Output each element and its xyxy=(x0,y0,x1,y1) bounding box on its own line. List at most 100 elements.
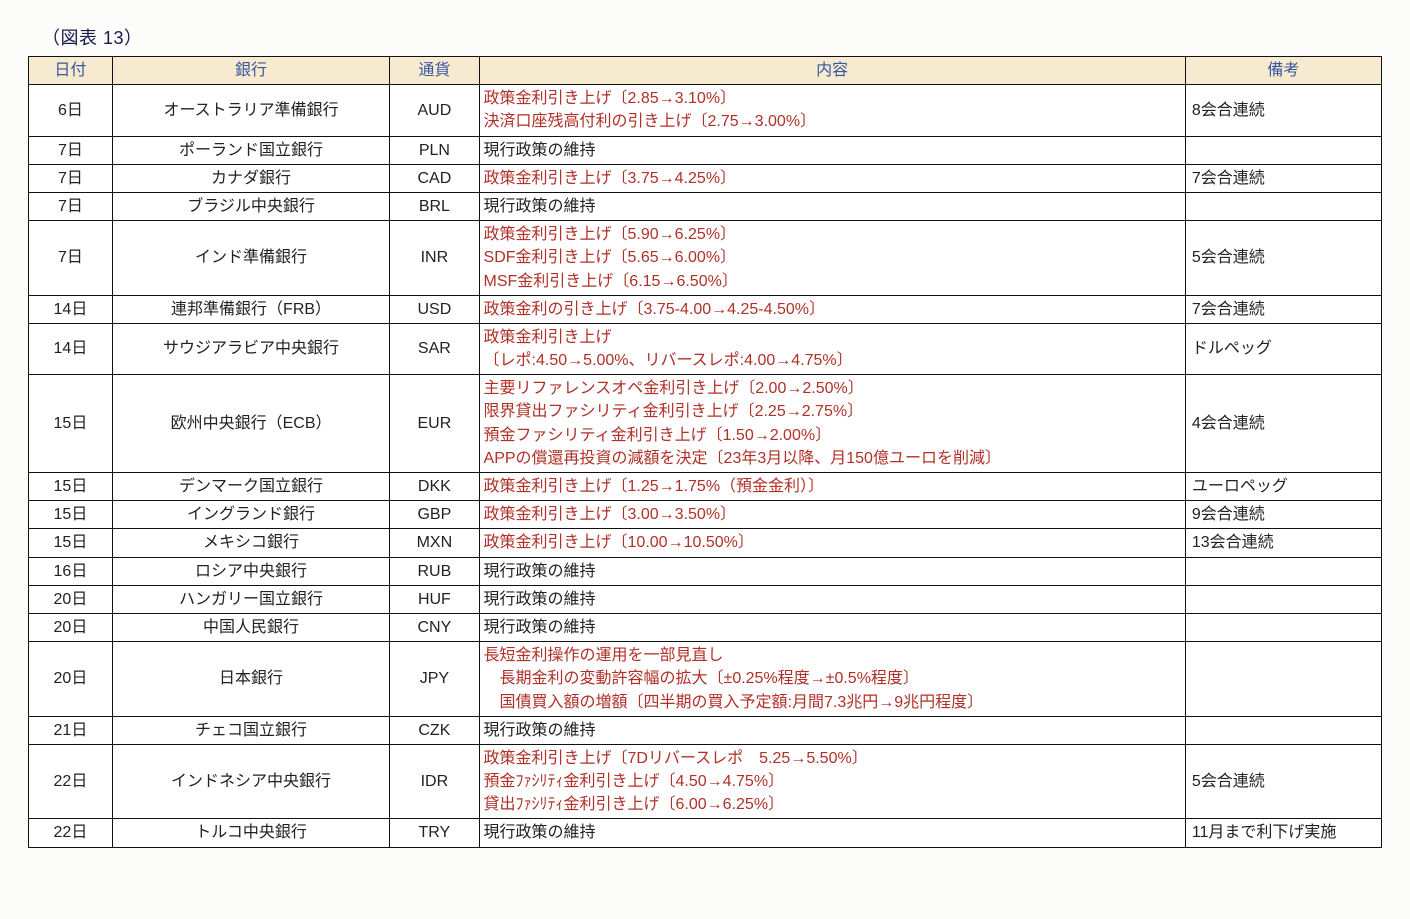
col-date: 日付 xyxy=(29,57,113,85)
cell-content: 長短金利操作の運用を一部見直し 長期金利の変動許容幅の拡大〔±0.25%程度→±… xyxy=(479,642,1185,717)
table-row: 14日連邦準備銀行（FRB）USD政策金利の引き上げ〔3.75-4.00→4.2… xyxy=(29,295,1382,323)
cell-currency: DKK xyxy=(390,473,479,501)
content-line: 現行政策の維持 xyxy=(484,560,1179,583)
cell-date: 16日 xyxy=(29,557,113,585)
cell-notes: ユーロペッグ xyxy=(1185,473,1381,501)
table-row: 20日ハンガリー国立銀行HUF現行政策の維持 xyxy=(29,585,1382,613)
cell-notes xyxy=(1185,192,1381,220)
cell-notes xyxy=(1185,557,1381,585)
content-line: 〔レポ:4.50→5.00%、リバースレポ:4.00→4.75%〕 xyxy=(484,349,1179,372)
cell-bank: カナダ銀行 xyxy=(112,164,389,192)
col-notes: 備考 xyxy=(1185,57,1381,85)
cell-date: 7日 xyxy=(29,221,113,296)
cell-content: 主要リファレンスオペ金利引き上げ〔2.00→2.50%〕限界貸出ファシリティ金利… xyxy=(479,375,1185,473)
cell-date: 22日 xyxy=(29,744,113,819)
cell-notes: 4会合連続 xyxy=(1185,375,1381,473)
cell-bank: イングランド銀行 xyxy=(112,501,389,529)
cell-notes xyxy=(1185,642,1381,717)
content-line: 限界貸出ファシリティ金利引き上げ〔2.25→2.75%〕 xyxy=(484,400,1179,423)
cell-content: 現行政策の維持 xyxy=(479,613,1185,641)
figure-caption: （図表 13） xyxy=(42,24,1382,50)
cell-content: 政策金利引き上げ〔2.85→3.10%〕決済口座残高付利の引き上げ〔2.75→3… xyxy=(479,85,1185,136)
table-row: 15日イングランド銀行GBP政策金利引き上げ〔3.00→3.50%〕9会合連続 xyxy=(29,501,1382,529)
content-line: 国債買入額の増額〔四半期の買入予定額:月間7.3兆円→9兆円程度〕 xyxy=(484,691,1179,714)
cell-currency: HUF xyxy=(390,585,479,613)
cell-date: 20日 xyxy=(29,613,113,641)
table-body: 6日オーストラリア準備銀行AUD政策金利引き上げ〔2.85→3.10%〕決済口座… xyxy=(29,85,1382,847)
cell-date: 15日 xyxy=(29,529,113,557)
cell-content: 現行政策の維持 xyxy=(479,192,1185,220)
col-currency: 通貨 xyxy=(390,57,479,85)
cell-bank: サウジアラビア中央銀行 xyxy=(112,323,389,374)
content-line: APPの償還再投資の減額を決定〔23年3月以降、月150億ユーロを削減〕 xyxy=(484,447,1179,470)
col-content: 内容 xyxy=(479,57,1185,85)
cell-notes: 7会合連続 xyxy=(1185,295,1381,323)
cell-notes: 13会合連続 xyxy=(1185,529,1381,557)
cell-currency: CAD xyxy=(390,164,479,192)
cell-notes xyxy=(1185,585,1381,613)
cell-currency: JPY xyxy=(390,642,479,717)
table-row: 15日デンマーク国立銀行DKK政策金利引き上げ〔1.25→1.75%（預金金利）… xyxy=(29,473,1382,501)
content-line: 現行政策の維持 xyxy=(484,616,1179,639)
content-line: 預金ﾌｧｼﾘﾃｨ金利引き上げ〔4.50→4.75%〕 xyxy=(484,770,1179,793)
cell-bank: オーストラリア準備銀行 xyxy=(112,85,389,136)
table-row: 20日日本銀行JPY長短金利操作の運用を一部見直し 長期金利の変動許容幅の拡大〔… xyxy=(29,642,1382,717)
cell-bank: ロシア中央銀行 xyxy=(112,557,389,585)
table-row: 6日オーストラリア準備銀行AUD政策金利引き上げ〔2.85→3.10%〕決済口座… xyxy=(29,85,1382,136)
table-row: 15日メキシコ銀行MXN政策金利引き上げ〔10.00→10.50%〕13会合連続 xyxy=(29,529,1382,557)
content-line: 政策金利引き上げ〔10.00→10.50%〕 xyxy=(484,531,1179,554)
content-line: SDF金利引き上げ〔5.65→6.00%〕 xyxy=(484,246,1179,269)
cell-date: 14日 xyxy=(29,295,113,323)
content-line: 貸出ﾌｧｼﾘﾃｨ金利引き上げ〔6.00→6.25%〕 xyxy=(484,793,1179,816)
cell-currency: CNY xyxy=(390,613,479,641)
cell-content: 政策金利引き上げ〔5.90→6.25%〕SDF金利引き上げ〔5.65→6.00%… xyxy=(479,221,1185,296)
cell-notes: 7会合連続 xyxy=(1185,164,1381,192)
cell-bank: インド準備銀行 xyxy=(112,221,389,296)
content-line: 現行政策の維持 xyxy=(484,821,1179,844)
table-row: 22日トルコ中央銀行TRY現行政策の維持11月まで利下げ実施 xyxy=(29,819,1382,847)
cell-content: 現行政策の維持 xyxy=(479,557,1185,585)
cell-currency: AUD xyxy=(390,85,479,136)
cell-notes: 5会合連続 xyxy=(1185,221,1381,296)
cell-date: 14日 xyxy=(29,323,113,374)
cell-content: 政策金利引き上げ〔10.00→10.50%〕 xyxy=(479,529,1185,557)
content-line: 政策金利引き上げ〔7Dリバースレポ 5.25→5.50%〕 xyxy=(484,747,1179,770)
table-row: 14日サウジアラビア中央銀行SAR政策金利引き上げ〔レポ:4.50→5.00%、… xyxy=(29,323,1382,374)
cell-content: 政策金利引き上げ〔3.75→4.25%〕 xyxy=(479,164,1185,192)
cell-bank: トルコ中央銀行 xyxy=(112,819,389,847)
cell-bank: インドネシア中央銀行 xyxy=(112,744,389,819)
cell-currency: USD xyxy=(390,295,479,323)
table-row: 16日ロシア中央銀行RUB現行政策の維持 xyxy=(29,557,1382,585)
content-line: 政策金利引き上げ〔5.90→6.25%〕 xyxy=(484,223,1179,246)
cell-date: 15日 xyxy=(29,473,113,501)
content-line: 政策金利引き上げ〔3.00→3.50%〕 xyxy=(484,503,1179,526)
cell-content: 政策金利引き上げ〔7Dリバースレポ 5.25→5.50%〕預金ﾌｧｼﾘﾃｨ金利引… xyxy=(479,744,1185,819)
content-line: 長期金利の変動許容幅の拡大〔±0.25%程度→±0.5%程度〕 xyxy=(484,667,1179,690)
cell-content: 現行政策の維持 xyxy=(479,716,1185,744)
table-header-row: 日付 銀行 通貨 内容 備考 xyxy=(29,57,1382,85)
cell-date: 15日 xyxy=(29,375,113,473)
cell-notes: 9会合連続 xyxy=(1185,501,1381,529)
cell-content: 現行政策の維持 xyxy=(479,819,1185,847)
cell-currency: INR xyxy=(390,221,479,296)
cell-notes: 11月まで利下げ実施 xyxy=(1185,819,1381,847)
content-line: 政策金利引き上げ xyxy=(484,326,1179,349)
content-line: 現行政策の維持 xyxy=(484,719,1179,742)
table-row: 7日カナダ銀行CAD政策金利引き上げ〔3.75→4.25%〕7会合連続 xyxy=(29,164,1382,192)
cell-currency: GBP xyxy=(390,501,479,529)
cell-date: 20日 xyxy=(29,585,113,613)
content-line: 現行政策の維持 xyxy=(484,195,1179,218)
cell-notes xyxy=(1185,716,1381,744)
cell-content: 政策金利の引き上げ〔3.75-4.00→4.25-4.50%〕 xyxy=(479,295,1185,323)
content-line: MSF金利引き上げ〔6.15→6.50%〕 xyxy=(484,270,1179,293)
content-line: 政策金利引き上げ〔1.25→1.75%（預金金利）〕 xyxy=(484,475,1179,498)
content-line: 決済口座残高付利の引き上げ〔2.75→3.00%〕 xyxy=(484,110,1179,133)
table-row: 22日インドネシア中央銀行IDR政策金利引き上げ〔7Dリバースレポ 5.25→5… xyxy=(29,744,1382,819)
cell-currency: EUR xyxy=(390,375,479,473)
cell-currency: RUB xyxy=(390,557,479,585)
cell-bank: ポーランド国立銀行 xyxy=(112,136,389,164)
content-line: 預金ファシリティ金利引き上げ〔1.50→2.00%〕 xyxy=(484,424,1179,447)
cell-currency: SAR xyxy=(390,323,479,374)
table-row: 21日チェコ国立銀行CZK現行政策の維持 xyxy=(29,716,1382,744)
table-row: 7日ブラジル中央銀行BRL現行政策の維持 xyxy=(29,192,1382,220)
